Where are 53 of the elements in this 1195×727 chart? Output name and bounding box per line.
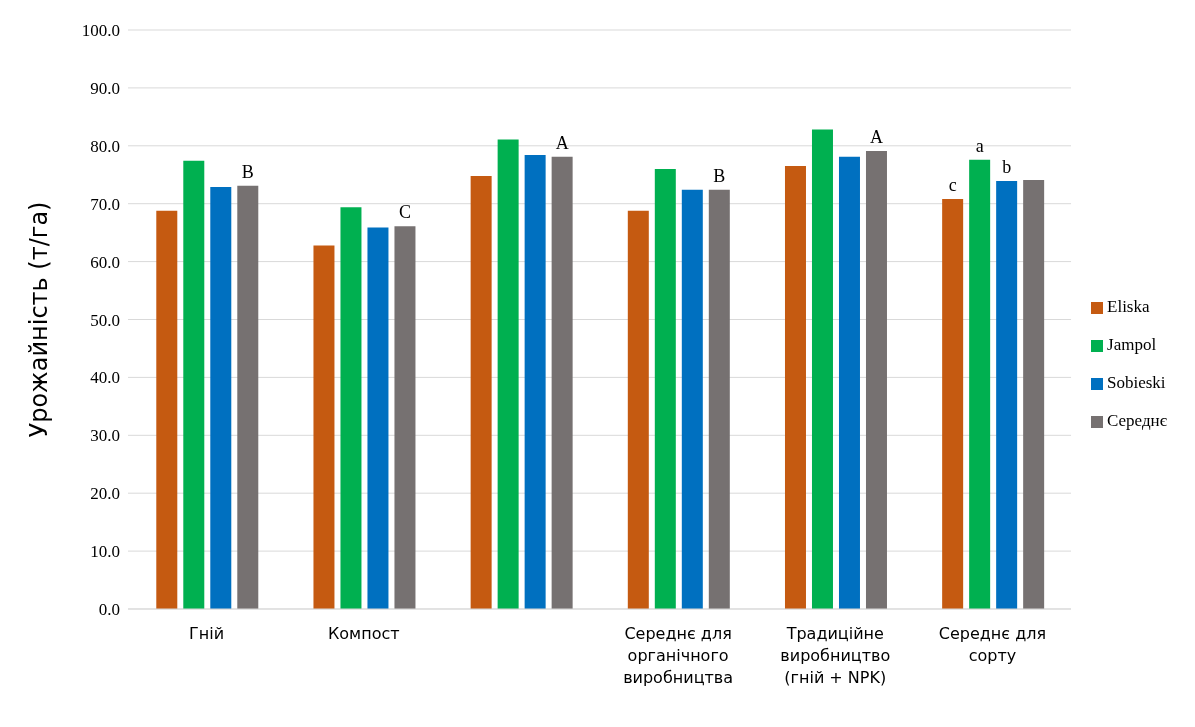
bar (470, 175, 492, 609)
data-label: c (948, 175, 957, 196)
bar (681, 189, 703, 609)
bar (237, 185, 259, 609)
bar (524, 155, 546, 609)
bar (708, 189, 730, 609)
bar (1023, 179, 1045, 609)
bar (969, 159, 991, 609)
bar (865, 151, 887, 609)
bar (210, 186, 232, 609)
y-tick-label: 100.0 (81, 21, 120, 41)
data-label: B (241, 161, 254, 182)
bar (183, 160, 205, 609)
y-tick-label: 10.0 (90, 542, 120, 562)
y-tick-label: 20.0 (90, 484, 120, 504)
y-tick-label: 30.0 (90, 426, 120, 446)
bar (340, 207, 362, 609)
x-tick-label: Компост (327, 624, 400, 643)
x-tick-label: Традиційне виробництво (гній + NPK) (780, 624, 891, 687)
y-tick-label: 80.0 (90, 136, 120, 156)
data-label: A (555, 132, 569, 153)
bar (996, 181, 1018, 609)
data-label: a (975, 135, 984, 156)
x-tick-label: Гній (189, 624, 225, 643)
bar (313, 245, 335, 609)
x-tick-label: Середнє для органічного виробництва (623, 624, 734, 687)
data-label: C (398, 202, 411, 223)
bar (394, 226, 416, 609)
legend-label: Sobieski (1107, 372, 1166, 392)
bar (784, 166, 806, 609)
y-tick-label: 40.0 (90, 368, 120, 388)
legend-label: Jampol (1107, 334, 1157, 354)
bar (367, 227, 389, 609)
legend-label: Середнє (1107, 410, 1167, 430)
legend-label: Eliska (1107, 296, 1150, 316)
data-label: A (869, 127, 883, 148)
y-tick-label: 50.0 (90, 310, 120, 330)
data-label: b (1002, 157, 1012, 178)
data-label: B (713, 165, 726, 186)
bar (942, 199, 964, 609)
x-tick-label: Середнє для сорту (938, 624, 1047, 665)
y-tick-label: 90.0 (90, 78, 120, 98)
bar (551, 156, 573, 609)
y-tick-label: 60.0 (90, 252, 120, 272)
bar (838, 156, 860, 609)
bar (654, 168, 676, 609)
y-tick-label: 70.0 (90, 194, 120, 214)
bar (811, 129, 833, 609)
bar (497, 139, 519, 609)
y-axis-title: Урожайність (т/га) (24, 201, 53, 438)
bar (627, 210, 649, 609)
y-tick-label: 0.0 (98, 600, 120, 620)
bar (156, 210, 178, 609)
